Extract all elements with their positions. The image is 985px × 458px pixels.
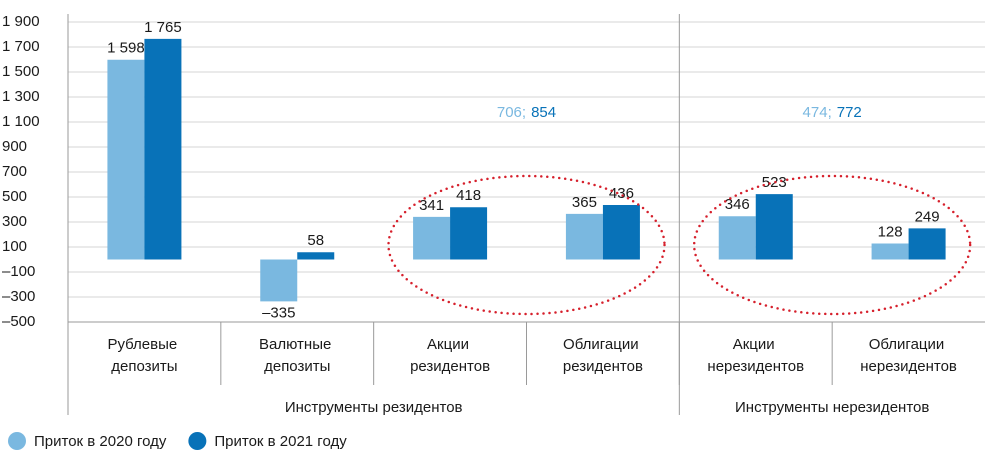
y-tick-label: 1 900 [2, 13, 40, 30]
x-tick-label-line: Акции [427, 336, 473, 353]
value-label: 1 765 [144, 19, 182, 36]
x-tick-label-line: депозиты [264, 358, 330, 375]
x-tick-label: Акции резидентов [410, 336, 490, 375]
value-label: 346 [725, 196, 750, 213]
y-tick-label: 100 [2, 238, 27, 255]
x-tick-label-line: Акции [733, 336, 779, 353]
value-label: 249 [915, 208, 940, 225]
x-tick-label-line: нерезидентов [707, 358, 804, 375]
annotation: 706; 854 [497, 104, 556, 121]
bar [260, 259, 298, 302]
x-tick-label: Облигации нерезидентов [860, 336, 957, 375]
value-label: –335 [262, 304, 295, 321]
legend-marker [188, 432, 207, 450]
bar [450, 207, 488, 260]
y-tick-label: 300 [2, 213, 27, 230]
bar [871, 243, 909, 260]
y-tick-label: 700 [2, 163, 27, 180]
y-tick-label: 1 100 [2, 113, 40, 130]
x-tick-label-line: резидентов [410, 358, 490, 375]
value-label: 128 [878, 223, 903, 240]
y-tick-label: –100 [2, 263, 35, 280]
value-label: 58 [307, 232, 324, 249]
x-tick-label: Рублевые депозиты [107, 336, 181, 375]
legend-label: Приток в 2021 году [214, 433, 347, 450]
bar [565, 213, 603, 260]
y-tick-label: 900 [2, 138, 27, 155]
x-tick-label-line: Облигации [869, 336, 949, 353]
x-tick-label-line: Облигации [563, 336, 643, 353]
annotation-part: 474; [803, 104, 832, 121]
bar [602, 205, 640, 260]
annotation: 474; 772 [803, 104, 862, 121]
y-tick-label: –300 [2, 288, 35, 305]
value-label: 418 [456, 187, 481, 204]
y-tick-label: 1 500 [2, 63, 40, 80]
y-tick-label: 1 300 [2, 88, 40, 105]
x-tick-label: Облигации резидентов [563, 336, 643, 375]
bar [144, 38, 182, 260]
bar [755, 194, 793, 260]
value-label: 436 [609, 185, 634, 202]
bar [107, 59, 145, 260]
y-tick-label: –500 [2, 313, 35, 330]
x-tick-label-line: резидентов [563, 358, 643, 375]
x-tick-label-line: нерезидентов [860, 358, 957, 375]
bar [413, 216, 451, 260]
value-label: 1 598 [107, 40, 145, 57]
x-tick-label-line: Рублевые [107, 336, 181, 353]
x-tick-label: Акции нерезидентов [707, 336, 804, 375]
group-label: Инструменты резидентов [285, 399, 463, 416]
x-tick-label-line: Валютные [259, 336, 335, 353]
value-label: 365 [572, 194, 597, 211]
highlight-ellipse [692, 174, 972, 316]
legend-label: Приток в 2020 году [34, 433, 167, 450]
x-tick-label: Валютные депозиты [259, 336, 335, 375]
y-tick-label: 1 700 [2, 38, 40, 55]
bar [908, 228, 946, 260]
annotation-part: 706; [497, 104, 526, 121]
x-tick-label-line: депозиты [111, 358, 177, 375]
value-label: 523 [762, 174, 787, 191]
bar [297, 252, 335, 260]
highlight-ellipse [387, 174, 666, 316]
annotation-part: 854 [531, 104, 556, 121]
value-label: 341 [419, 197, 444, 214]
annotation-part: 772 [837, 104, 862, 121]
bar [718, 216, 756, 260]
y-tick-label: 500 [2, 188, 27, 205]
group-label: Инструменты нерезидентов [735, 399, 929, 416]
legend-marker [8, 432, 26, 450]
